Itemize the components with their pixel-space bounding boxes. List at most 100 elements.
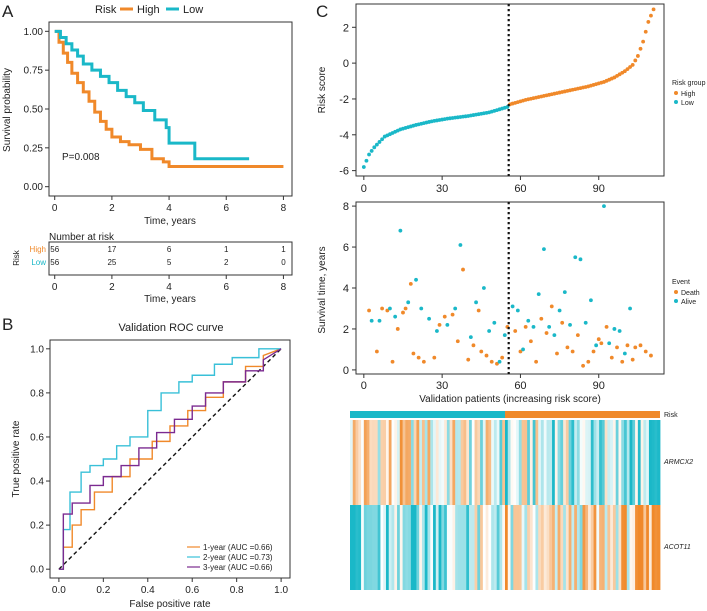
- km-x-axis: 0 2 4 6 8: [52, 196, 287, 214]
- riskscore-y-label: Risk score: [317, 66, 328, 113]
- event-legend-death-label: Death: [681, 290, 700, 297]
- survtime-point-alive: [510, 304, 515, 309]
- roc-y-axis: 0.0 0.2 0.4 0.6 0.8 1.0: [30, 344, 50, 576]
- heatmap-cell-armcx2: [593, 420, 597, 505]
- riskscore-legend-low-label: Low: [681, 100, 695, 107]
- survtime-point-death: [442, 314, 447, 319]
- heatmap-cell-armcx2: [604, 420, 608, 505]
- survtime-y-tick-label: 4: [343, 283, 349, 295]
- heatmap-cell-acot11: [626, 505, 630, 590]
- survtime-point-alive: [393, 314, 398, 319]
- heatmap-cell-armcx2: [554, 420, 558, 505]
- heatmap-cell-acot11: [491, 505, 495, 590]
- survtime-point-alive: [487, 329, 492, 333]
- heatmap-cell-armcx2: [574, 420, 578, 505]
- heatmap-cell-armcx2: [424, 420, 428, 505]
- survtime-x-tick-label: 30: [436, 380, 448, 392]
- riskscore-y-tick-label: 0: [343, 58, 349, 70]
- heatmap-cell-acot11: [485, 505, 489, 590]
- survtime-point-alive: [602, 204, 606, 208]
- heatmap-cell-acot11: [513, 505, 517, 590]
- survtime-point-death: [560, 320, 565, 325]
- heatmap-cell-acot11: [463, 505, 467, 590]
- survtime-point-death: [599, 341, 604, 346]
- heatmap-cell-acot11: [499, 505, 503, 590]
- survtime-point-alive: [453, 306, 458, 311]
- heatmap-cell-acot11: [385, 505, 390, 590]
- heatmap-cell-armcx2: [579, 420, 583, 505]
- survtime-point-death: [643, 349, 648, 354]
- survtime-point-death: [495, 361, 499, 366]
- heatmap-cell-acot11: [452, 505, 456, 590]
- survtime-point-death: [596, 337, 601, 342]
- survtime-point-death: [544, 331, 549, 335]
- heatmap-cell-acot11: [388, 505, 392, 590]
- heatmap-cell-acot11: [643, 505, 647, 590]
- heatmap-cell-acot11: [624, 505, 628, 590]
- heatmap-cell-acot11: [427, 505, 431, 590]
- survtime-point-death: [374, 349, 379, 354]
- roc-legend: 1-year (AUC =0.66) 2-year (AUC =0.73) 3-…: [187, 543, 273, 572]
- heatmap-cell-acot11: [397, 505, 401, 590]
- heatmap-cell-armcx2: [507, 420, 511, 505]
- survtime-point-death: [466, 357, 471, 362]
- heatmap-cell-armcx2: [474, 420, 478, 505]
- heatmap-cell-acot11: [557, 505, 561, 590]
- survtime-point-death: [479, 349, 484, 354]
- heatmap-cell-armcx2: [529, 420, 534, 505]
- riskscore-legend-high-swatch: [674, 91, 678, 95]
- heatmap-cells: [350, 420, 661, 590]
- heatmap-cell-acot11: [582, 505, 586, 590]
- survtime-point-alive: [552, 333, 557, 337]
- survtime-x-tick-label: 60: [514, 380, 526, 392]
- risk-table-side-label: Risk: [12, 249, 21, 266]
- riskscore-point-high: [638, 46, 643, 51]
- heatmap-cell-armcx2: [624, 420, 628, 505]
- survtime-point-death: [518, 349, 523, 354]
- heatmap-cell-acot11: [352, 505, 356, 590]
- km-line-low: [54, 29, 250, 161]
- panel-b-letter: B: [2, 315, 13, 334]
- survtime-point-alive: [536, 292, 541, 297]
- heatmap-cell-acot11: [521, 505, 525, 590]
- heatmap-cell-acot11: [621, 505, 625, 590]
- heatmap-cell-armcx2: [402, 420, 406, 505]
- roc-curve-3-year: [58, 348, 282, 570]
- riskscore-y-tick-label: -2: [339, 94, 349, 106]
- heatmap-cell-armcx2: [596, 420, 600, 505]
- roc-legend-3y-label: 3-year (AUC =0.66): [203, 563, 273, 572]
- heatmap-cell-armcx2: [361, 420, 365, 505]
- km-x-tick-label: 4: [166, 203, 172, 214]
- roc-x-tick-label: 0.6: [185, 585, 199, 596]
- riskscore-point-high: [643, 29, 648, 34]
- event-legend-death-swatch: [674, 290, 678, 294]
- heatmap-cell-armcx2: [444, 420, 448, 505]
- risk-table: Number at risk Risk High Low 56 17 6 1 156 25…: [12, 232, 293, 305]
- survtime-point-death: [534, 359, 539, 364]
- km-legend-high-label: High: [137, 4, 160, 16]
- panel-a: A Risk High Low 1.00 0.75 0.50 0.25 0.00 0 2 4…: [2, 2, 293, 227]
- heatmap-cell-armcx2: [419, 420, 423, 505]
- survtime-point-alive: [607, 341, 612, 346]
- heatmap-cell-acot11: [604, 505, 608, 590]
- heatmap-cell-armcx2: [560, 420, 564, 505]
- heatmap-cell-acot11: [444, 505, 448, 590]
- km-x-tick-label: 8: [281, 203, 287, 214]
- survtime-point-alive: [398, 228, 403, 233]
- roc-x-tick-label: 1.0: [274, 585, 288, 596]
- roc-plot-frame: [49, 339, 291, 579]
- heatmap-cell-armcx2: [380, 420, 384, 505]
- riskscore-y-tick-label: -6: [339, 166, 349, 178]
- heatmap-cell-armcx2: [516, 420, 520, 505]
- heatmap-cell-acot11: [413, 505, 417, 590]
- heatmap-cell-acot11: [635, 505, 639, 590]
- riskscore-plot-frame: [355, 3, 665, 177]
- heatmap-cell-acot11: [574, 505, 578, 590]
- survtime-point-death: [437, 322, 442, 327]
- survtime-point-alive: [388, 306, 392, 311]
- survtime-y-tick-label: 6: [343, 242, 349, 254]
- heatmap-cell-acot11: [552, 505, 556, 590]
- heatmap-cell-acot11: [471, 505, 475, 590]
- heatmap-cell-armcx2: [538, 420, 542, 505]
- heatmap-cell-acot11: [563, 505, 567, 590]
